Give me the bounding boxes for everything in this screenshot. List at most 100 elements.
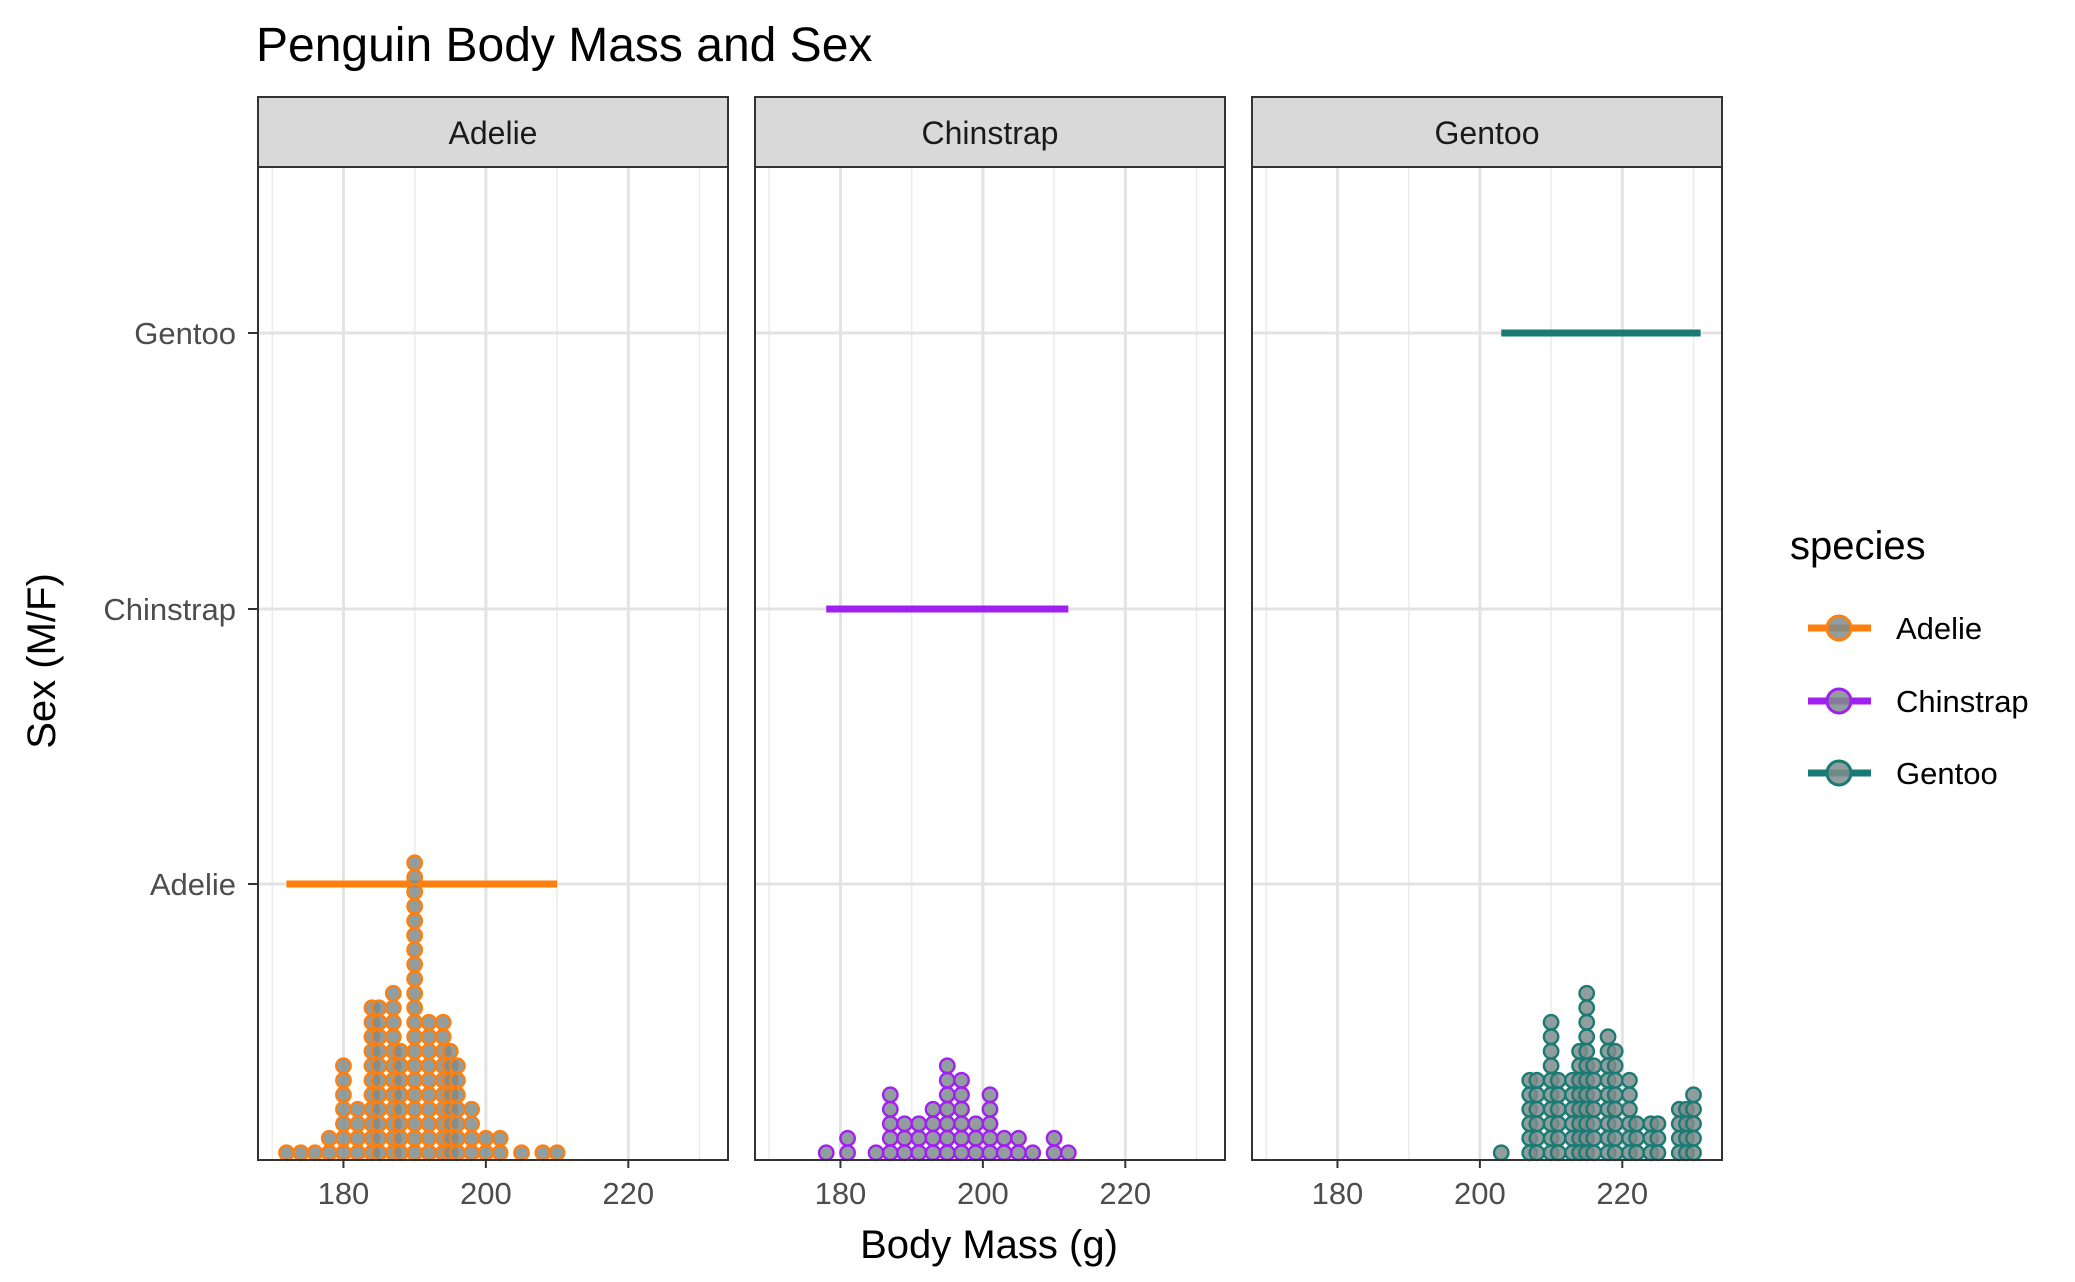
- data-dot: [349, 1129, 367, 1147]
- legend-label: Gentoo: [1896, 756, 1998, 791]
- major-gridlines: [258, 167, 728, 1160]
- data-dot: [1578, 984, 1596, 1002]
- data-dot: [1528, 1086, 1546, 1104]
- data-dot: [406, 1115, 424, 1133]
- y-tick-label: Adelie: [150, 867, 236, 902]
- data-dot: [448, 1086, 466, 1104]
- data-dot: [1578, 1013, 1596, 1031]
- data-dot: [406, 1100, 424, 1118]
- data-dot: [995, 1144, 1013, 1162]
- data-dot: [349, 1100, 367, 1118]
- data-dot: [1549, 1129, 1567, 1147]
- data-dot: [420, 1086, 438, 1104]
- data-dot: [1649, 1129, 1667, 1147]
- facet-panel-adelie: Adelie 180 200 220: [257, 96, 729, 1211]
- data-dot: [335, 1129, 352, 1147]
- data-dot: [1585, 1129, 1603, 1147]
- data-dot: [392, 1086, 409, 1104]
- data-dot: [335, 1100, 352, 1118]
- data-dot: [292, 1144, 310, 1162]
- data-dot: [335, 1086, 352, 1104]
- data-dot: [406, 1057, 424, 1075]
- data-dot: [420, 1028, 438, 1046]
- data-dot: [392, 1115, 409, 1133]
- data-dot: [1585, 1057, 1603, 1075]
- facet-panels: Adelie 180 200 220 Chinstrap 180 200 220 Gentoo 1…: [257, 96, 1723, 1211]
- data-dot: [1492, 1144, 1510, 1162]
- x-axis-ticks: 180 200 220: [815, 1160, 1151, 1211]
- x-tick-label: 180: [318, 1176, 370, 1211]
- data-dot: [1578, 1028, 1596, 1046]
- data-dot: [370, 1013, 388, 1031]
- data-dot: [406, 1071, 424, 1089]
- data-dot: [370, 1129, 388, 1147]
- data-dot: [910, 1144, 928, 1162]
- data-dot: [1599, 1028, 1617, 1046]
- data-dot: [420, 1071, 438, 1089]
- data-dot: [938, 1071, 956, 1089]
- data-dot: [370, 1144, 388, 1162]
- data-dot: [491, 1129, 509, 1147]
- data-dot: [349, 1115, 367, 1133]
- data-dot: [370, 1057, 388, 1075]
- data-dot: [953, 1144, 970, 1162]
- data-dot: [392, 1129, 409, 1147]
- legend-item-chinstrap: Chinstrap: [1808, 684, 2029, 719]
- legend-key-dot: [1825, 759, 1853, 787]
- data-dot: [392, 1057, 409, 1075]
- data-dot: [1578, 999, 1596, 1017]
- data-dot: [1685, 1144, 1702, 1162]
- data-dot: [370, 1042, 388, 1060]
- facet-panel-gentoo: Gentoo 180 200 220: [1251, 96, 1723, 1211]
- data-dot: [1585, 1086, 1603, 1104]
- data-dot: [420, 1057, 438, 1075]
- x-tick-label: 220: [1596, 1176, 1648, 1211]
- data-dot: [1606, 1144, 1624, 1162]
- data-dot: [406, 926, 424, 944]
- data-dot: [420, 1144, 438, 1162]
- data-dot: [924, 1115, 942, 1133]
- data-dot: [881, 1129, 899, 1147]
- data-dot: [406, 883, 424, 901]
- data-dot: [434, 1028, 452, 1046]
- data-dot: [335, 1071, 352, 1089]
- data-dot: [406, 897, 424, 915]
- data-dot: [981, 1129, 999, 1147]
- data-dot: [370, 1028, 388, 1046]
- data-dot: [306, 1144, 324, 1162]
- data-dot: [1628, 1144, 1645, 1162]
- data-dot: [370, 999, 388, 1017]
- data-dot: [406, 984, 424, 1002]
- data-dot: [896, 1144, 913, 1162]
- data-dot: [491, 1144, 509, 1162]
- x-tick-label: 180: [815, 1176, 867, 1211]
- data-dot: [1542, 1013, 1560, 1031]
- data-dot: [817, 1144, 835, 1162]
- strip-label-chinstrap: Chinstrap: [922, 115, 1059, 151]
- data-dot: [1628, 1129, 1645, 1147]
- data-dot: [434, 1013, 452, 1031]
- data-dot: [1542, 1042, 1560, 1060]
- data-dot: [938, 1129, 956, 1147]
- data-dot: [463, 1100, 481, 1118]
- data-dot: [953, 1071, 970, 1089]
- data-dot: [384, 1013, 402, 1031]
- data-dot: [924, 1129, 942, 1147]
- data-dot: [867, 1144, 885, 1162]
- data-dot: [548, 1144, 566, 1162]
- data-dot: [448, 1071, 466, 1089]
- data-dot: [1549, 1115, 1567, 1133]
- data-dot: [1606, 1086, 1624, 1104]
- data-dot: [1059, 1144, 1077, 1162]
- data-dot: [953, 1115, 970, 1133]
- data-dot: [477, 1144, 495, 1162]
- data-dot: [938, 1086, 956, 1104]
- data-dot: [513, 1144, 530, 1162]
- data-dot: [1528, 1100, 1546, 1118]
- data-dot: [967, 1144, 985, 1162]
- legend-title: species: [1790, 524, 1926, 568]
- data-dot: [370, 1100, 388, 1118]
- data-dot: [406, 955, 424, 973]
- data-dot: [320, 1129, 338, 1147]
- data-dot: [448, 1057, 466, 1075]
